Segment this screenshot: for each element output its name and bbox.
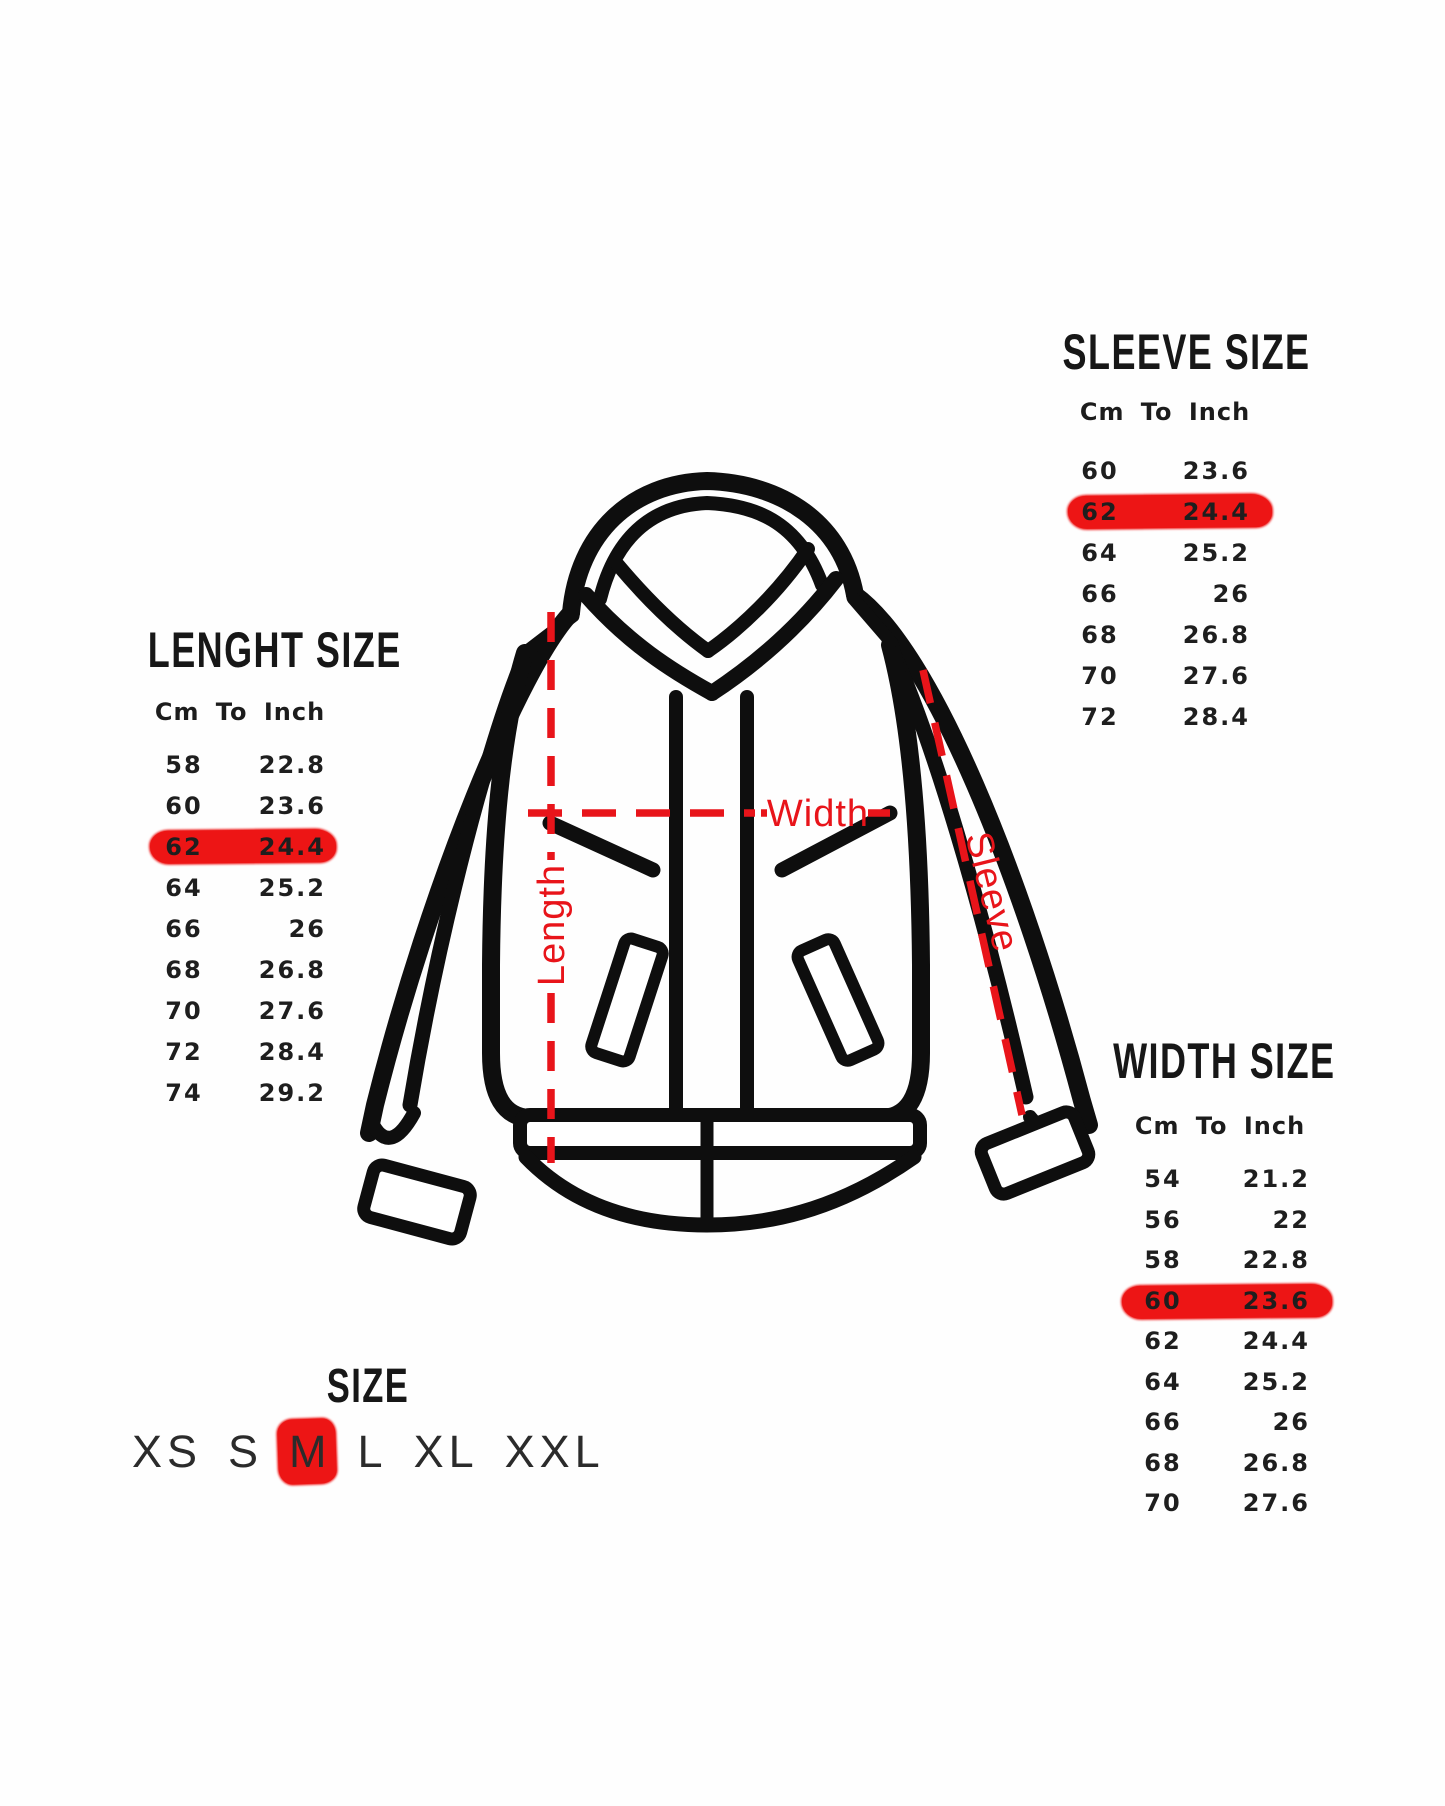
table-row: 62 24.4 bbox=[1100, 1321, 1310, 1362]
cm-value: 64 bbox=[1081, 538, 1119, 567]
table-row: 60 23.6 bbox=[130, 785, 326, 826]
inch-value: 23.6 bbox=[1182, 456, 1250, 485]
table-row: 74 29.2 bbox=[130, 1072, 326, 1113]
table-row: 72 28.4 bbox=[130, 1031, 326, 1072]
table-row: 66 26 bbox=[1100, 1402, 1310, 1443]
inch-value: 24.4 bbox=[258, 832, 326, 861]
width-label: Width bbox=[767, 793, 869, 835]
width-table-header: Cm To Inch bbox=[1134, 1112, 1306, 1140]
inch-value: 22.8 bbox=[1242, 1246, 1310, 1275]
size-options: XS S M L XL XXL bbox=[132, 1424, 605, 1480]
width-size-table: 54 21.2 56 22 58 22.8 60 23.6 62 24.4 64… bbox=[1100, 1159, 1310, 1524]
table-row: 64 25.2 bbox=[1100, 1362, 1310, 1403]
table-row: 64 25.2 bbox=[1040, 532, 1250, 573]
table-row: 60 23.6 bbox=[1100, 1281, 1310, 1322]
cm-value: 72 bbox=[165, 1037, 203, 1066]
table-row: 70 27.6 bbox=[1040, 655, 1250, 696]
inch-value: 27.6 bbox=[258, 996, 326, 1025]
cm-value: 62 bbox=[1081, 497, 1119, 526]
table-row: 64 25.2 bbox=[130, 867, 326, 908]
cm-value: 70 bbox=[1081, 661, 1119, 690]
cm-value: 72 bbox=[1081, 702, 1119, 731]
inch-value: 25.2 bbox=[258, 873, 326, 902]
sleeve-table-header: Cm To Inch bbox=[1079, 398, 1251, 426]
inch-value: 26 bbox=[1212, 579, 1250, 608]
inch-value: 23.6 bbox=[258, 791, 326, 820]
cm-value: 62 bbox=[165, 832, 203, 861]
table-row: 68 26.8 bbox=[1100, 1443, 1310, 1484]
cm-value: 58 bbox=[165, 750, 203, 779]
cm-value: 70 bbox=[1144, 1489, 1182, 1518]
inch-value: 29.2 bbox=[258, 1078, 326, 1107]
cm-value: 56 bbox=[1144, 1205, 1182, 1234]
inch-value: 27.6 bbox=[1242, 1489, 1310, 1518]
length-label: Length bbox=[531, 864, 573, 986]
cm-value: 64 bbox=[1144, 1367, 1182, 1396]
cm-value: 66 bbox=[1081, 579, 1119, 608]
inch-value: 27.6 bbox=[1182, 661, 1250, 690]
table-row: 58 22.8 bbox=[130, 744, 326, 785]
inch-value: 26.8 bbox=[258, 955, 326, 984]
cm-value: 66 bbox=[1144, 1408, 1182, 1437]
length-size-table: 58 22.8 60 23.6 62 24.4 64 25.2 66 26 68… bbox=[130, 744, 326, 1113]
cm-value: 62 bbox=[1144, 1327, 1182, 1356]
inch-value: 22 bbox=[1272, 1205, 1310, 1234]
table-row: 66 26 bbox=[1040, 573, 1250, 614]
size-option-m: M bbox=[289, 1424, 332, 1480]
measurement-lines bbox=[528, 612, 1026, 1163]
cm-value: 54 bbox=[1144, 1165, 1182, 1194]
cm-value: 58 bbox=[1144, 1246, 1182, 1275]
size-option-s: S bbox=[228, 1426, 264, 1477]
table-row: 68 26.8 bbox=[1040, 614, 1250, 655]
size-option-l: L bbox=[357, 1426, 388, 1477]
inch-value: 26 bbox=[288, 914, 326, 943]
size-option-xl: XL bbox=[413, 1426, 479, 1477]
inch-value: 23.6 bbox=[1242, 1286, 1310, 1315]
size-title: SIZE bbox=[326, 1360, 410, 1413]
cm-value: 66 bbox=[165, 914, 203, 943]
table-row: 70 27.6 bbox=[1100, 1483, 1310, 1524]
sleeve-size-table: 60 23.6 62 24.4 64 25.2 66 26 68 26.8 70… bbox=[1040, 450, 1250, 737]
length-table-header: Cm To Inch bbox=[154, 698, 326, 726]
cm-value: 68 bbox=[1144, 1448, 1182, 1477]
table-row: 62 24.4 bbox=[130, 826, 326, 867]
jacket-outline bbox=[357, 472, 1098, 1246]
width-size-title: WIDTH SIZE bbox=[1113, 1033, 1336, 1089]
table-row: 58 22.8 bbox=[1100, 1240, 1310, 1281]
table-row: 62 24.4 bbox=[1040, 491, 1250, 532]
cm-value: 74 bbox=[165, 1078, 203, 1107]
sleeve-line bbox=[919, 669, 1026, 1116]
table-row: 70 27.6 bbox=[130, 990, 326, 1031]
cm-value: 60 bbox=[1081, 456, 1119, 485]
inch-value: 22.8 bbox=[258, 750, 326, 779]
cm-value: 64 bbox=[165, 873, 203, 902]
inch-value: 25.2 bbox=[1242, 1367, 1310, 1396]
table-row: 56 22 bbox=[1100, 1200, 1310, 1241]
inch-value: 21.2 bbox=[1242, 1165, 1310, 1194]
inch-value: 26.8 bbox=[1182, 620, 1250, 649]
table-row: 72 28.4 bbox=[1040, 696, 1250, 737]
size-option-xxl: XXL bbox=[504, 1426, 605, 1477]
inch-value: 26 bbox=[1272, 1408, 1310, 1437]
size-option-xs: XS bbox=[132, 1426, 203, 1477]
cm-value: 60 bbox=[1144, 1286, 1182, 1315]
inch-value: 26.8 bbox=[1242, 1448, 1310, 1477]
inch-value: 28.4 bbox=[258, 1037, 326, 1066]
cm-value: 68 bbox=[165, 955, 203, 984]
inch-value: 25.2 bbox=[1182, 538, 1250, 567]
table-row: 54 21.2 bbox=[1100, 1159, 1310, 1200]
jacket-diagram: Length Width Sleeve bbox=[357, 472, 1098, 1246]
table-row: 68 26.8 bbox=[130, 949, 326, 990]
inch-value: 24.4 bbox=[1242, 1327, 1310, 1356]
inch-value: 28.4 bbox=[1182, 702, 1250, 731]
sleeve-size-title: SLEEVE SIZE bbox=[1062, 324, 1311, 380]
table-row: 66 26 bbox=[130, 908, 326, 949]
inch-value: 24.4 bbox=[1182, 497, 1250, 526]
cm-value: 60 bbox=[165, 791, 203, 820]
cm-value: 70 bbox=[165, 996, 203, 1025]
table-row: 60 23.6 bbox=[1040, 450, 1250, 491]
cm-value: 68 bbox=[1081, 620, 1119, 649]
